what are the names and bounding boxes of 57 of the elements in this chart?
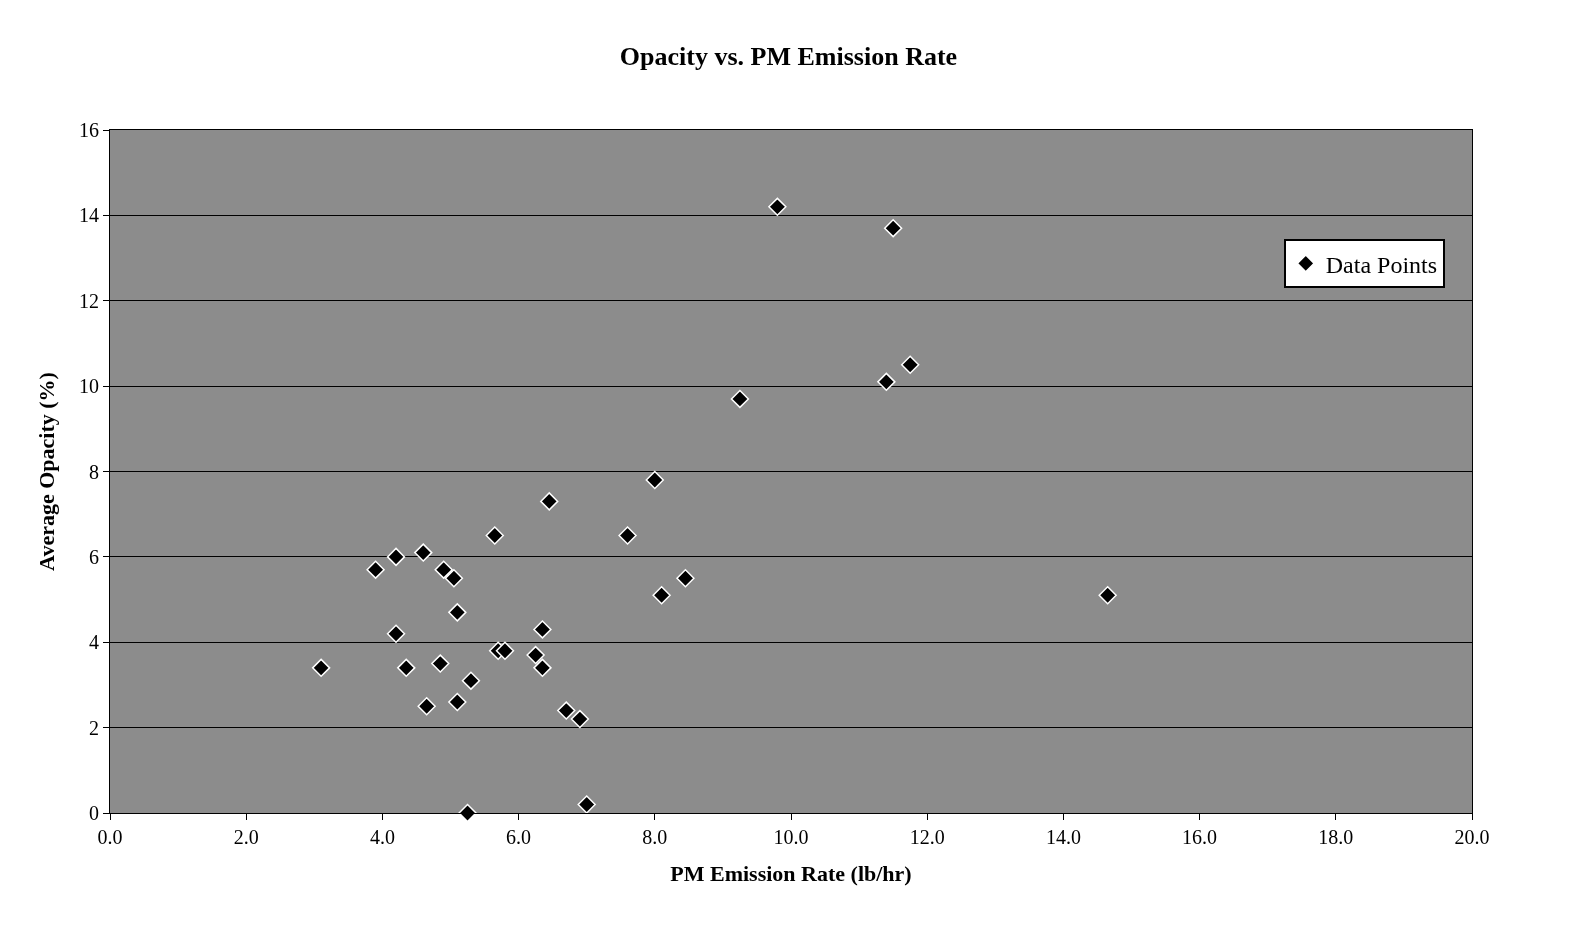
point — [458, 803, 477, 823]
x-tick-label: 18.0 — [1318, 826, 1354, 848]
y-tick-label: 6 — [89, 545, 99, 568]
point — [676, 569, 695, 588]
point — [1098, 586, 1117, 605]
point — [386, 624, 406, 643]
point — [768, 197, 787, 217]
y-tick-label: 16 — [79, 119, 99, 141]
chart-title: Opacity vs. PM Emission Rate — [619, 42, 958, 72]
point — [533, 620, 552, 639]
point — [448, 692, 467, 712]
point — [414, 543, 433, 562]
point — [652, 586, 671, 605]
point — [730, 389, 750, 409]
point — [417, 697, 436, 716]
x-tick-label: 0.0 — [97, 826, 123, 848]
point — [526, 645, 545, 665]
x-tick-label: 20.0 — [1454, 826, 1490, 848]
y-tick-label: 0 — [89, 802, 99, 824]
y-tick-label: 2 — [89, 716, 99, 739]
y-tick-label: 4 — [89, 631, 99, 654]
point — [495, 641, 515, 660]
x-tick-label: 6.0 — [506, 826, 532, 848]
x-tick-label: 2.0 — [233, 826, 259, 848]
x-tick-label: 4.0 — [369, 826, 395, 848]
y-tick-label: 8 — [89, 460, 99, 483]
point — [877, 372, 896, 392]
point — [533, 658, 552, 678]
point — [540, 492, 559, 511]
x-axis-title: PM Emission Rate (lb/hr) — [670, 860, 912, 886]
y-tick-label: 14 — [79, 204, 99, 227]
point — [461, 671, 481, 690]
point — [311, 658, 331, 678]
x-tick-label: 14.0 — [1045, 826, 1081, 848]
point — [618, 526, 637, 545]
y-tick-label: 12 — [79, 289, 99, 312]
x-tick-label: 8.0 — [642, 826, 668, 848]
point — [883, 218, 903, 238]
point — [397, 658, 416, 678]
point — [485, 526, 504, 545]
point — [431, 654, 450, 673]
y-tick-label: 10 — [79, 375, 99, 398]
x-tick-label: 12.0 — [909, 826, 945, 848]
point — [386, 547, 406, 567]
x-tick-label: 16.0 — [1182, 826, 1218, 848]
point — [557, 701, 576, 720]
point — [645, 470, 664, 490]
point — [434, 560, 453, 579]
x-tick-label: 10.0 — [773, 826, 809, 848]
point — [448, 603, 467, 622]
point — [577, 795, 596, 814]
point — [366, 560, 385, 579]
point — [444, 569, 464, 588]
point — [570, 709, 590, 729]
point — [900, 355, 920, 374]
y-axis-title: Average Opacity (%) — [33, 372, 59, 571]
legend-label: Data Points — [1325, 251, 1438, 278]
